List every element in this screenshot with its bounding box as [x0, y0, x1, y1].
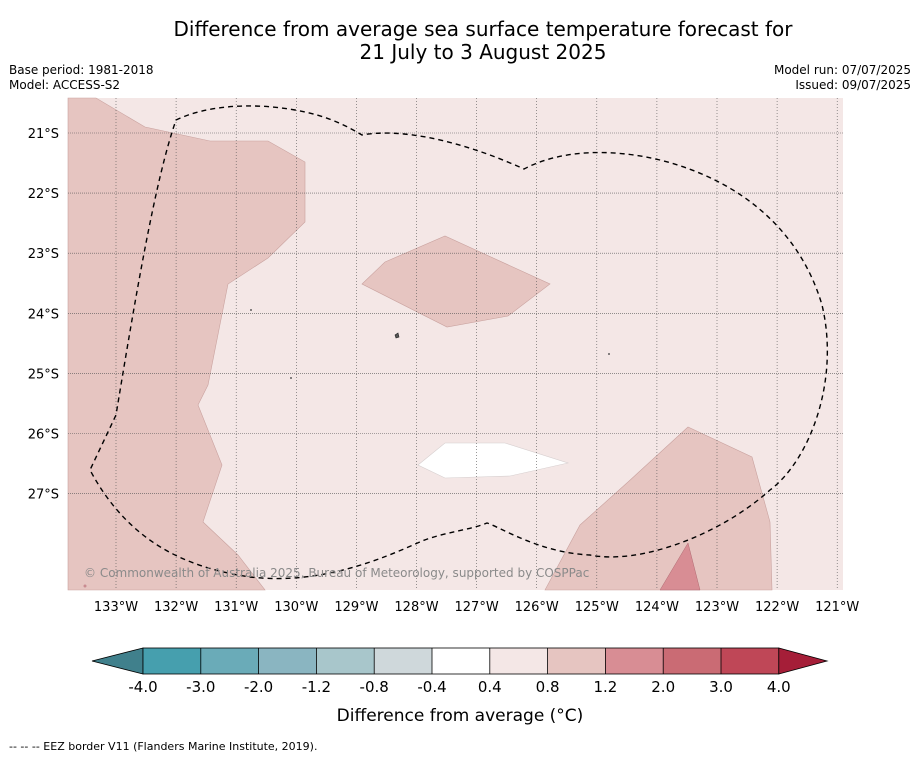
longitude-gridlines [115, 98, 838, 590]
longitude-label: 127°W [455, 600, 499, 615]
longitude-label: 122°W [755, 600, 799, 615]
chart-title: Difference from average sea surface temp… [0, 18, 919, 64]
model-name: Model: ACCESS-S2 [9, 78, 121, 92]
colorbar-segment [143, 648, 202, 674]
colorbar-segment [547, 648, 606, 674]
latitude-label: 24°S [28, 307, 59, 322]
island-marker [290, 377, 292, 379]
longitude-label: 130°W [274, 600, 318, 615]
colorbar-segment [258, 648, 317, 674]
latitude-label: 26°S [28, 428, 59, 443]
longitude-label: 124°W [635, 600, 679, 615]
colorbar-tick-label: 2.0 [651, 678, 675, 696]
longitude-label: 133°W [94, 600, 138, 615]
eez-border [89, 105, 829, 580]
colorbar-segment [663, 648, 722, 674]
latitude-label: 27°S [28, 488, 59, 503]
longitude-labels: 133°W 132°W 131°W 130°W 129°W 128°W 127°W 126°W… [94, 600, 860, 615]
meta-right: Model run: 07/07/2025 Issued: 09/07/2025 [774, 63, 911, 93]
longitude-label: 123°W [695, 600, 739, 615]
eez-footnote: -- -- -- EEZ border V11 (Flanders Marine… [9, 740, 318, 753]
island-marker [394, 332, 400, 339]
island-marker [83, 584, 87, 588]
copyright-text: © Commonwealth of Australia 2025, Bureau… [84, 566, 589, 580]
base-period: Base period: 1981-2018 [9, 63, 154, 77]
issued-date: Issued: 09/07/2025 [795, 78, 911, 92]
colorbar-segment [489, 648, 548, 674]
colorbar-segment [605, 648, 664, 674]
island-marker [250, 309, 252, 311]
colorbar: -4.0 -3.0 -2.0 -1.2 -0.8 -0.4 0.4 0.8 1.2 2.0 3.0 4… [91, 647, 829, 696]
longitude-label: 129°W [334, 600, 378, 615]
colorbar-tick-label: -1.2 [302, 678, 331, 696]
colorbar-tick-label: 3.0 [709, 678, 733, 696]
longitude-label: 125°W [575, 600, 619, 615]
latitude-label: 22°S [28, 187, 59, 202]
latitude-label: 25°S [28, 367, 59, 382]
colorbar-title: Difference from average (°C) [337, 706, 584, 726]
latitude-label: 21°S [28, 127, 59, 142]
colorbar-tick-label: -2.0 [244, 678, 273, 696]
colorbar-tick-label: -0.8 [360, 678, 389, 696]
colorbar-segment [432, 648, 491, 674]
colorbar-tick-label: 4.0 [767, 678, 791, 696]
meta-left: Base period: 1981-2018 Model: ACCESS-S2 [9, 63, 154, 93]
colorbar-tick-label: -4.0 [128, 678, 157, 696]
colorbar-tick-label: -3.0 [186, 678, 215, 696]
title-line-2: 21 July to 3 August 2025 [359, 40, 607, 64]
longitude-label: 131°W [214, 600, 258, 615]
title-line-1: Difference from average sea surface temp… [173, 17, 793, 41]
longitude-label: 126°W [515, 600, 559, 615]
colorbar-tick-label: 1.2 [593, 678, 617, 696]
anomaly-region-southeast [544, 426, 773, 591]
anomaly-region-west [67, 97, 306, 591]
latitude-label: 23°S [28, 247, 59, 262]
colorbar-tick-label: 0.4 [478, 678, 502, 696]
colorbar-tick-label: -0.4 [417, 678, 446, 696]
colorbar-segment [374, 648, 433, 674]
near-average-region [417, 442, 570, 479]
colorbar-segment [316, 648, 375, 674]
anomaly-region-center [361, 235, 551, 328]
island-marker [608, 353, 610, 355]
latitude-labels: 21°S 22°S 23°S 24°S 25°S 26°S 27°S [28, 127, 59, 503]
colorbar-extend-max [778, 647, 829, 675]
colorbar-tick-label: 0.8 [536, 678, 560, 696]
longitude-label: 132°W [154, 600, 198, 615]
colorbar-segment [721, 648, 780, 674]
colorbar-segment [200, 648, 259, 674]
anomaly-region-strong [659, 542, 701, 591]
model-run: Model run: 07/07/2025 [773, 63, 911, 77]
longitude-label: 128°W [394, 600, 438, 615]
longitude-label: 121°W [815, 600, 859, 615]
colorbar-extend-min [91, 647, 144, 675]
